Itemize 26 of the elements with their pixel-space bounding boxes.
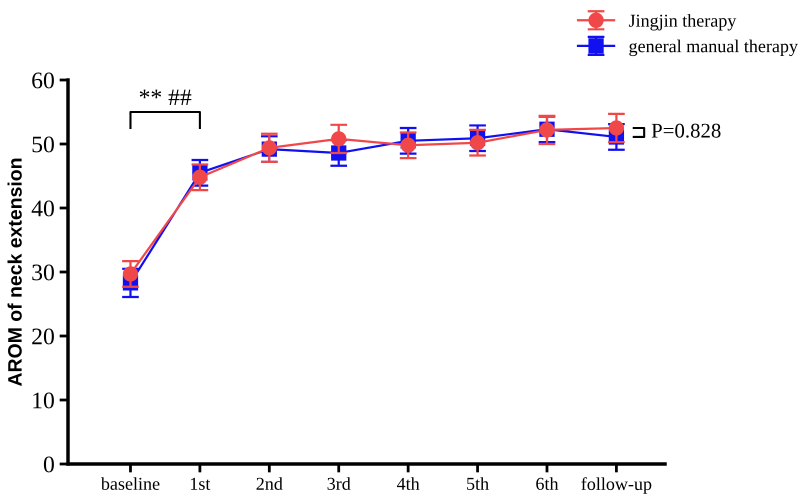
y-tick-label: 40 [32,200,54,216]
point [608,120,624,136]
x-tick-label: 2nd [256,477,283,490]
y-axis-title: AROM of neck extension [8,158,22,386]
x-tick-label: 6th [536,477,558,490]
y-tick-label: 60 [32,72,54,88]
y-tick-label: 0 [44,456,54,472]
point [400,138,416,153]
legend-label: general manual therapy [629,40,798,56]
annotation: P=0.828 [652,124,721,138]
point [470,135,486,150]
x-tick-label: baseline [100,477,160,490]
x-tick-label: 1st [190,478,210,490]
x-tick-label: 3rd [328,477,351,490]
point [331,131,346,147]
x-tick-label: 5th [467,477,489,490]
y-tick-label: 20 [32,328,54,344]
y-tick-label: 10 [33,392,54,408]
y-tick-label: 30 [32,264,54,280]
y-tick-label: 50 [32,136,54,152]
x-tick-label: 4th [396,477,420,490]
annotation: ** ## [140,90,192,106]
legend-label: Jingjin therapy [628,14,736,31]
point [122,266,138,282]
point [192,170,208,185]
x-tick-label: follow-up [581,477,652,494]
